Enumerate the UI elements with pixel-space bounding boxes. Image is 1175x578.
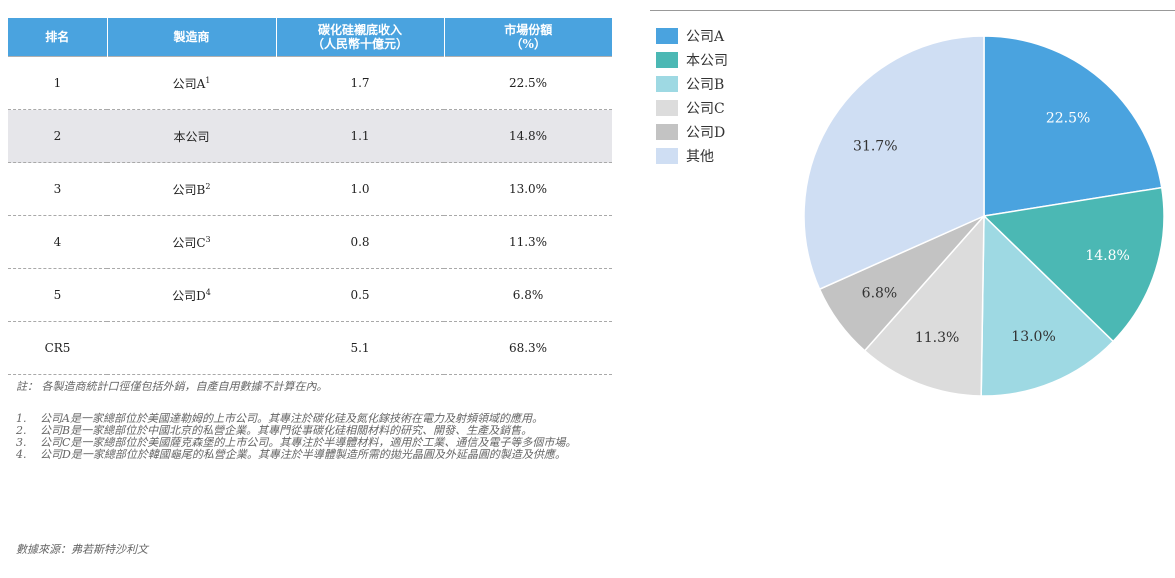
legend-swatch bbox=[656, 148, 678, 164]
header-revenue-line1: 碳化硅襯底收入 bbox=[317, 23, 402, 37]
footnote: 2. 公司B是一家總部位於中國北京的私營企業。其專門從事碳化硅相關材料的研究、開… bbox=[16, 425, 656, 437]
legend-label: 公司D bbox=[686, 125, 726, 141]
header-maker-label: 製造商 bbox=[173, 30, 210, 44]
pie-slice-label: 13.0% bbox=[1011, 329, 1055, 345]
cell-share: 13.0% bbox=[444, 162, 612, 216]
footnote-marker: 2 bbox=[205, 181, 211, 191]
pie-slice-label: 6.8% bbox=[862, 286, 898, 302]
chart-legend: 公司A 本公司公司B 公司C 公司D 其他 bbox=[656, 24, 728, 168]
footnote: 1. 公司A是一家總部位於美國達勒姆的上市公司。其專注於碳化硅及氮化鎵技術在電力… bbox=[16, 413, 656, 425]
cell-share: 22.5% bbox=[444, 56, 612, 110]
pie-slice bbox=[982, 186, 1165, 343]
maker-name: 公司B bbox=[172, 182, 206, 197]
cell-maker: 公司C3 bbox=[107, 215, 276, 269]
legend-swatch bbox=[656, 52, 678, 68]
cell-revenue: 1.7 bbox=[276, 56, 444, 110]
table-row: 3 公司B2 1.0 13.0% bbox=[8, 162, 612, 216]
pie-slice-label: 22.5% bbox=[1046, 110, 1090, 126]
general-note: 註： 各製造商統計口徑僅包括外銷，自產自用數據不計算在內。 bbox=[16, 380, 328, 393]
header-rank: 排名 bbox=[8, 18, 108, 57]
header-revenue-line2: （人民幣十億元） bbox=[311, 37, 408, 51]
pie-slice-label: 11.3% bbox=[915, 330, 959, 346]
market-share-table-container: 排名 製造商 碳化硅襯底收入 （人民幣十億元） 市場份額 （%） 1 公司A1 bbox=[8, 18, 612, 375]
header-share-line2: （%） bbox=[510, 37, 546, 51]
cell-share: 6.8% bbox=[444, 268, 612, 322]
market-share-table: 排名 製造商 碳化硅襯底收入 （人民幣十億元） 市場份額 （%） 1 公司A1 bbox=[8, 18, 612, 375]
cell-revenue: 1.0 bbox=[276, 162, 444, 216]
footnote-marker: 1 bbox=[205, 75, 211, 85]
legend-swatch bbox=[656, 76, 678, 92]
footnote-number: 2. bbox=[16, 424, 27, 437]
cell-rank: 5 bbox=[8, 268, 107, 322]
cell-revenue: 0.8 bbox=[276, 215, 444, 269]
pie-slice-label: 14.8% bbox=[1085, 248, 1129, 264]
legend-item: 公司A bbox=[656, 24, 728, 48]
header-maker: 製造商 bbox=[107, 18, 277, 57]
legend-swatch bbox=[656, 124, 678, 140]
cell-maker: 本公司 bbox=[107, 109, 276, 163]
legend-swatch bbox=[656, 28, 678, 44]
cell-share: 68.3% bbox=[444, 321, 612, 375]
cell-share: 11.3% bbox=[444, 215, 612, 269]
table-row: 4 公司C3 0.8 11.3% bbox=[8, 215, 612, 269]
cell-rank: CR5 bbox=[8, 321, 107, 375]
footnote-text: 公司D是一家總部位於韓國龜尾的私營企業。其專注於半導體製造所需的拋光晶圓及外延晶… bbox=[40, 448, 566, 461]
cell-rank: 2 bbox=[8, 109, 107, 163]
cell-revenue: 1.1 bbox=[276, 109, 444, 163]
footnote: 3. 公司C是一家總部位於美國薩克森堡的上市公司。其專注於半導體材料，適用於工業… bbox=[16, 437, 656, 449]
header-share-line1: 市場份額 bbox=[504, 23, 553, 37]
table-row-total: CR5 5.1 68.3% bbox=[8, 321, 612, 375]
pie-slice bbox=[983, 35, 1163, 217]
cell-maker: 公司D4 bbox=[107, 268, 276, 322]
footnote-marker: 3 bbox=[205, 234, 211, 244]
legend-label: 公司A bbox=[686, 29, 725, 45]
cell-rank: 1 bbox=[8, 56, 107, 110]
maker-name: 公司A bbox=[172, 76, 206, 91]
legend-item: 公司C bbox=[656, 96, 728, 120]
header-rank-label: 排名 bbox=[45, 30, 70, 44]
cell-maker: 公司A1 bbox=[107, 56, 276, 110]
footnote-text: 公司C是一家總部位於美國薩克森堡的上市公司。其專注於半導體材料，適用於工業、通信… bbox=[40, 436, 577, 449]
pie-slice bbox=[980, 214, 1115, 397]
legend-item: 其他 bbox=[656, 144, 728, 168]
legend-label: 本公司 bbox=[686, 53, 728, 69]
notes-block: 註： 各製造商統計口徑僅包括外銷，自產自用數據不計算在內。 1. 公司A是一家總… bbox=[16, 381, 656, 461]
cell-revenue: 5.1 bbox=[276, 321, 444, 375]
footnote-number: 1. bbox=[16, 412, 27, 425]
legend-label: 其他 bbox=[686, 149, 714, 165]
cell-share: 14.8% bbox=[444, 109, 612, 163]
pie-slice bbox=[863, 213, 985, 397]
data-source: 數據來源：弗若斯特沙利文 bbox=[16, 543, 148, 556]
footnote-text: 公司B是一家總部位於中國北京的私營企業。其專門從事碳化硅相關材料的研究、開發、生… bbox=[40, 424, 533, 437]
table-row: 5 公司D4 0.5 6.8% bbox=[8, 268, 612, 322]
cell-rank: 4 bbox=[8, 215, 107, 269]
divider-line bbox=[650, 10, 1175, 11]
cell-maker bbox=[107, 321, 276, 375]
footnote-number: 3. bbox=[16, 436, 27, 449]
footnote: 4. 公司D是一家總部位於韓國龜尾的私營企業。其專注於半導體製造所需的拋光晶圓及… bbox=[16, 449, 656, 461]
cell-revenue: 0.5 bbox=[276, 268, 444, 322]
header-revenue: 碳化硅襯底收入 （人民幣十億元） bbox=[276, 18, 445, 57]
maker-name: 本公司 bbox=[173, 129, 210, 144]
table-header-row: 排名 製造商 碳化硅襯底收入 （人民幣十億元） 市場份額 （%） bbox=[8, 18, 612, 57]
header-share: 市場份額 （%） bbox=[444, 18, 612, 57]
pie-slice-label: 31.7% bbox=[853, 138, 897, 154]
footnote-text: 公司A是一家總部位於美國達勒姆的上市公司。其專注於碳化硅及氮化鎵技術在電力及射頻… bbox=[40, 412, 543, 425]
maker-name: 公司C bbox=[172, 235, 206, 250]
table-row: 2 本公司 1.1 14.8% bbox=[8, 109, 612, 163]
footnote-marker: 4 bbox=[205, 287, 211, 297]
pie-slice bbox=[803, 35, 985, 291]
legend-item: 公司B bbox=[656, 72, 728, 96]
footnote-number: 4. bbox=[16, 448, 27, 461]
legend-swatch bbox=[656, 100, 678, 116]
legend-item: 公司D bbox=[656, 120, 728, 144]
legend-label: 公司C bbox=[686, 101, 725, 117]
legend-label: 公司B bbox=[686, 77, 725, 93]
cell-maker: 公司B2 bbox=[107, 162, 276, 216]
table-row: 1 公司A1 1.7 22.5% bbox=[8, 56, 612, 110]
cell-rank: 3 bbox=[8, 162, 107, 216]
legend-item: 本公司 bbox=[656, 48, 728, 72]
maker-name: 公司D bbox=[172, 288, 206, 303]
